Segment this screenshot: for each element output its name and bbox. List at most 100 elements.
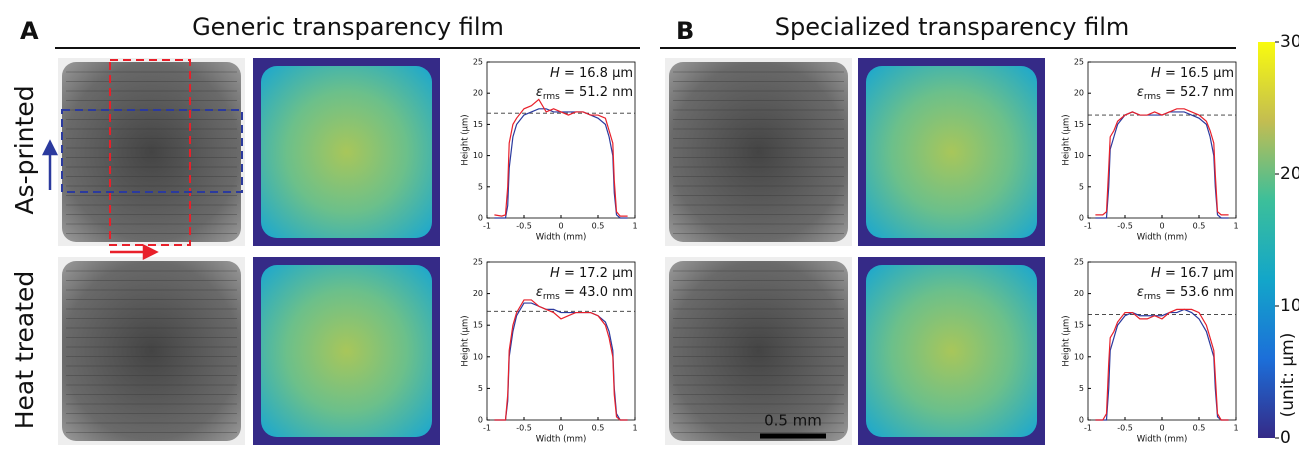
annotation: εrms = 43.0 nm — [536, 285, 633, 302]
x-tick-label: -0.5 — [516, 222, 532, 231]
colorbar-tick-label: 20 — [1280, 164, 1299, 184]
x-axis-label: Width (mm) — [536, 233, 587, 243]
annotation-symbol: ε — [536, 85, 543, 100]
panel-letter: B — [676, 17, 694, 45]
annotation-value: = 53.6 nm — [1161, 285, 1234, 300]
panel-title: Generic transparency film — [192, 13, 504, 41]
x-tick-label: -1 — [483, 222, 491, 231]
x-tick-label: 0.5 — [1193, 222, 1206, 231]
x-tick-label: 1 — [632, 222, 637, 231]
x-tick-label: 0 — [1159, 222, 1164, 231]
y-tick-label: 20 — [1074, 289, 1084, 298]
x-tick-label: 0.5 — [592, 424, 605, 433]
y-tick-label: 25 — [473, 58, 483, 67]
x-tick-label: 1 — [1233, 424, 1238, 433]
annotation-symbol: H — [550, 266, 560, 281]
x-tick-label: 0 — [558, 424, 563, 433]
annotation-value: = 43.0 nm — [560, 285, 633, 300]
micrograph-sample — [669, 62, 848, 242]
y-tick-label: 5 — [478, 384, 483, 393]
height-map-sample — [261, 66, 432, 238]
y-tick-label: 20 — [473, 89, 483, 98]
annotation-subscript: rms — [543, 292, 560, 302]
y-axis-label: Height (μm) — [1062, 315, 1072, 366]
colorbar-tick-label: 30 — [1280, 32, 1299, 52]
x-axis-label: Width (mm) — [536, 435, 587, 445]
scan-box — [109, 59, 191, 246]
colorbar-label: (unit: μm) — [1278, 333, 1298, 418]
x-tick-label: -0.5 — [1117, 424, 1133, 433]
height-map-sample — [866, 66, 1037, 238]
colorbar — [1258, 42, 1275, 438]
y-tick-label: 0 — [478, 214, 483, 223]
colorbar-tick-label: 0 — [1280, 428, 1291, 448]
row-label: As-printed — [10, 85, 39, 214]
y-axis-label: Height (μm) — [461, 315, 471, 366]
height-map-sample — [261, 265, 432, 437]
y-tick-label: 20 — [1074, 89, 1084, 98]
annotation-subscript: rms — [1144, 92, 1161, 102]
x-axis-label: Width (mm) — [1137, 435, 1188, 445]
x-tick-label: 0 — [1159, 424, 1164, 433]
colorbar-tick-label: 10 — [1280, 296, 1299, 316]
y-tick-label: 10 — [473, 151, 483, 160]
annotation-symbol: ε — [536, 285, 543, 300]
x-tick-label: 1 — [1233, 222, 1238, 231]
x-tick-label: 0.5 — [1193, 424, 1206, 433]
y-axis-label: Height (μm) — [1062, 114, 1072, 165]
annotation-value: = 51.2 nm — [560, 85, 633, 100]
y-tick-label: 15 — [1074, 321, 1084, 330]
micrograph-sample — [669, 261, 848, 441]
height-map-sample — [866, 265, 1037, 437]
y-tick-label: 0 — [1079, 214, 1084, 223]
x-tick-label: 1 — [632, 424, 637, 433]
annotation-value: = 17.2 μm — [560, 266, 633, 281]
y-tick-label: 0 — [478, 416, 483, 425]
annotation: H = 17.2 μm — [550, 266, 633, 281]
x-tick-label: -0.5 — [516, 424, 532, 433]
annotation-symbol: H — [1151, 66, 1161, 81]
y-tick-label: 5 — [1079, 384, 1084, 393]
profile-line — [1095, 108, 1229, 216]
scan-box — [61, 109, 243, 193]
annotation-value: = 16.5 μm — [1161, 66, 1234, 81]
x-tick-label: -1 — [483, 424, 491, 433]
arrow — [110, 243, 159, 261]
profile-line — [1095, 308, 1229, 421]
x-tick-label: -1 — [1084, 424, 1092, 433]
y-tick-label: 15 — [473, 321, 483, 330]
micrograph-sample — [62, 261, 241, 441]
y-tick-label: 5 — [1079, 182, 1084, 191]
annotation-subscript: rms — [543, 92, 560, 102]
scale-bar-label: 0.5 mm — [764, 412, 822, 430]
annotation-value: = 16.7 μm — [1161, 266, 1234, 281]
y-tick-label: 25 — [473, 258, 483, 267]
x-tick-label: -0.5 — [1117, 222, 1133, 231]
annotation: H = 16.7 μm — [1151, 266, 1234, 281]
y-tick-label: 5 — [478, 182, 483, 191]
y-axis-label: Height (μm) — [461, 114, 471, 165]
panel-letter: A — [20, 17, 39, 45]
annotation-symbol: H — [1151, 266, 1161, 281]
x-axis-label: Width (mm) — [1137, 233, 1188, 243]
y-tick-label: 10 — [1074, 352, 1084, 361]
profile-line — [1095, 308, 1229, 421]
x-tick-label: 0.5 — [592, 222, 605, 231]
arrow — [41, 139, 59, 190]
y-tick-label: 0 — [1079, 416, 1084, 425]
y-tick-label: 15 — [1074, 120, 1084, 129]
annotation: H = 16.5 μm — [1151, 66, 1234, 81]
annotation-value: = 52.7 nm — [1161, 85, 1234, 100]
annotation: εrms = 53.6 nm — [1137, 285, 1234, 302]
annotation: εrms = 51.2 nm — [536, 85, 633, 102]
y-tick-label: 10 — [1074, 151, 1084, 160]
annotation: εrms = 52.7 nm — [1137, 85, 1234, 102]
x-tick-label: 0 — [558, 222, 563, 231]
x-tick-label: -1 — [1084, 222, 1092, 231]
y-tick-label: 20 — [473, 289, 483, 298]
profile-line — [494, 98, 628, 217]
annotation-symbol: ε — [1137, 85, 1144, 100]
row-label: Heat treated — [10, 271, 39, 430]
